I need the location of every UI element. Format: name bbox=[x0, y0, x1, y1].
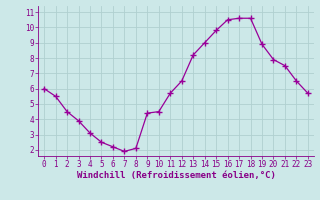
X-axis label: Windchill (Refroidissement éolien,°C): Windchill (Refroidissement éolien,°C) bbox=[76, 171, 276, 180]
